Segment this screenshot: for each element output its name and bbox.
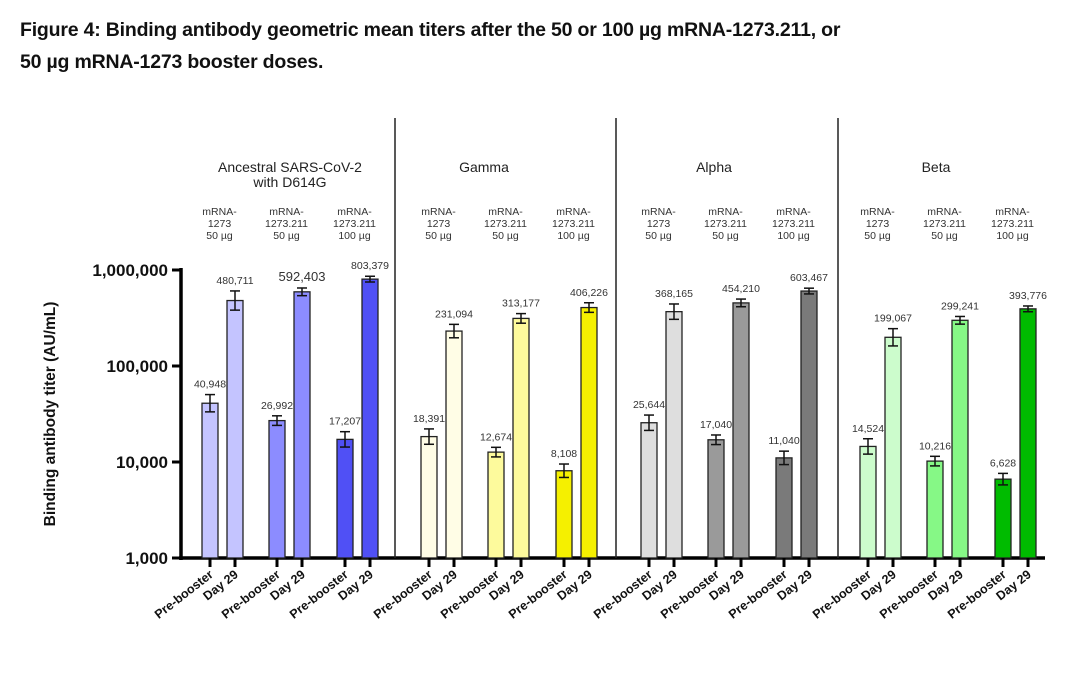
data-label: 393,776 <box>1009 290 1047 302</box>
data-label: 299,241 <box>941 300 979 312</box>
group-label: mRNA- <box>776 206 811 218</box>
bar <box>884 336 902 559</box>
group-label: 100 µg <box>996 230 1028 242</box>
group-label: mRNA- <box>641 206 676 218</box>
group-label: 1273.211 <box>484 218 527 230</box>
group-label: 1273.211 <box>704 218 747 230</box>
data-label: 17,040 <box>700 419 732 431</box>
bar <box>800 290 818 559</box>
bar <box>361 278 379 559</box>
group-label: 100 µg <box>777 230 809 242</box>
group-label: 50 µg <box>931 230 958 242</box>
figure-title-line-2: 50 µg mRNA-1273 booster doses. <box>20 51 324 73</box>
figure-title: Figure 4: Binding antibody geometric mea… <box>20 14 1060 78</box>
panel-title: Alpha <box>696 159 732 175</box>
bar <box>336 438 354 559</box>
y-tick-label: 10,000 <box>116 453 168 472</box>
group-label: 1273 <box>647 218 671 230</box>
data-label: 313,177 <box>502 298 540 310</box>
data-label: 592,403 <box>279 269 326 284</box>
bar <box>445 330 463 559</box>
data-label: 18,391 <box>413 413 445 425</box>
data-label: 603,467 <box>790 272 828 284</box>
data-label: 40,948 <box>194 379 226 391</box>
bar <box>201 402 219 559</box>
data-label: 368,165 <box>655 288 693 300</box>
bar <box>555 470 573 559</box>
bar <box>951 319 969 559</box>
panel-title: Gamma <box>459 159 509 175</box>
group-label: 1273.211 <box>772 218 815 230</box>
group-label: 50 µg <box>425 230 452 242</box>
data-label: 14,524 <box>852 423 884 435</box>
bar <box>994 478 1012 559</box>
group-label: 1273 <box>866 218 890 230</box>
bar <box>268 419 286 559</box>
group-label: 1273.211 <box>265 218 308 230</box>
bar <box>512 317 530 559</box>
bar <box>665 311 683 559</box>
bar <box>293 291 311 559</box>
y-tick-label: 1,000,000 <box>92 261 168 280</box>
group-label: mRNA- <box>269 206 304 218</box>
bar <box>580 306 598 559</box>
data-label: 231,094 <box>435 308 473 320</box>
group-label: 1273 <box>208 218 232 230</box>
bar <box>926 460 944 559</box>
group-label: 1273.211 <box>991 218 1034 230</box>
group-label: 1273.211 <box>552 218 595 230</box>
data-label: 12,674 <box>480 431 512 443</box>
bar <box>732 302 750 559</box>
group-label: 50 µg <box>273 230 300 242</box>
panel-title: Beta <box>922 159 951 175</box>
group-label: 1273.211 <box>923 218 966 230</box>
data-label: 454,210 <box>722 283 760 295</box>
panel-title: Ancestral SARS-CoV-2 <box>218 159 362 175</box>
group-label: 100 µg <box>557 230 589 242</box>
data-label: 803,379 <box>351 260 389 272</box>
group-label: mRNA- <box>202 206 237 218</box>
data-label: 406,226 <box>570 287 608 299</box>
bar <box>1019 308 1037 559</box>
group-label: mRNA- <box>421 206 456 218</box>
group-label: mRNA- <box>860 206 895 218</box>
data-label: 26,992 <box>261 400 293 412</box>
group-label: 50 µg <box>206 230 233 242</box>
data-label: 10,216 <box>919 440 951 452</box>
group-label: mRNA- <box>995 206 1030 218</box>
bar <box>420 435 438 559</box>
group-label: mRNA- <box>556 206 591 218</box>
group-label: mRNA- <box>708 206 743 218</box>
group-label: mRNA- <box>337 206 372 218</box>
bar <box>859 445 877 559</box>
group-label: 1273.211 <box>333 218 376 230</box>
group-label: 50 µg <box>492 230 519 242</box>
bar <box>775 457 793 559</box>
y-axis-label: Binding antibody titer (AU/mL) <box>42 302 59 527</box>
data-label: 11,040 <box>768 435 799 447</box>
data-label: 480,711 <box>216 275 253 287</box>
data-label: 17,207 <box>329 416 361 428</box>
group-label: 50 µg <box>864 230 891 242</box>
bar <box>707 439 725 559</box>
figure-title-line-1: Figure 4: Binding antibody geometric mea… <box>20 19 841 41</box>
data-label: 6,628 <box>990 457 1016 469</box>
bar <box>487 451 505 559</box>
y-tick-label: 1,000 <box>125 549 168 568</box>
y-tick-label: 100,000 <box>107 357 168 376</box>
data-label: 199,067 <box>874 313 912 325</box>
bar <box>226 299 244 559</box>
group-label: mRNA- <box>488 206 523 218</box>
group-label: 50 µg <box>712 230 739 242</box>
bar <box>640 422 658 559</box>
group-label: mRNA- <box>927 206 962 218</box>
group-label: 50 µg <box>645 230 672 242</box>
group-label: 1273 <box>427 218 451 230</box>
data-label: 8,108 <box>551 448 577 460</box>
panel-title: with D614G <box>252 174 326 190</box>
data-label: 25,644 <box>633 399 665 411</box>
group-label: 100 µg <box>338 230 370 242</box>
